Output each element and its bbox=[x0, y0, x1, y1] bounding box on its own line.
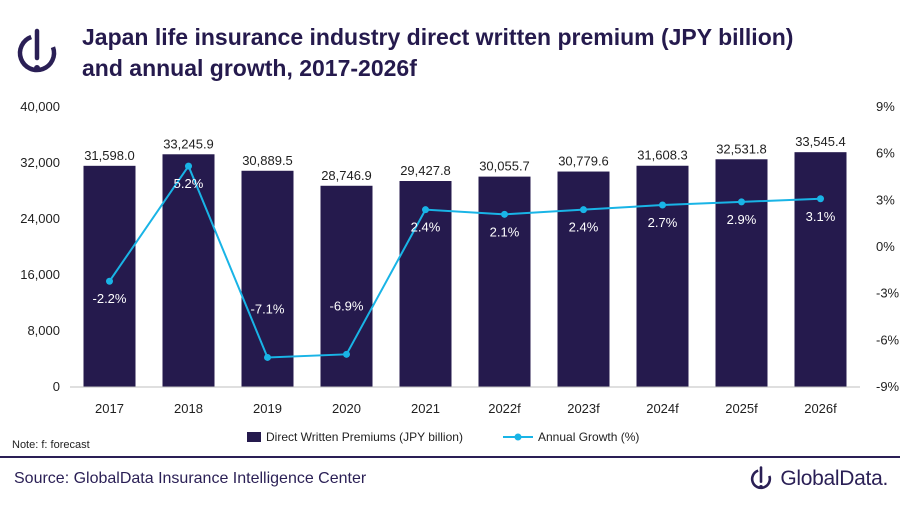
chart-title: Japan life insurance industry direct wri… bbox=[82, 22, 892, 84]
bar-2021 bbox=[399, 181, 452, 387]
chart-area: 31,598.0 33,245.9 30,889.5 28,746.9 29,427.8… bbox=[20, 99, 899, 444]
growth-value-label: 2.4% bbox=[411, 220, 441, 235]
growth-point-2025f bbox=[738, 198, 745, 206]
x-tick-label: 2024f bbox=[646, 401, 679, 416]
bar-data-labels: 31,598.0 33,245.9 30,889.5 28,746.9 29,427.8… bbox=[84, 134, 846, 183]
forecast-note: Note: f: forecast bbox=[12, 439, 90, 451]
legend-bar-swatch bbox=[247, 432, 261, 442]
y-right-tick-label: 0% bbox=[876, 239, 895, 254]
bar-value-label: 31,598.0 bbox=[84, 148, 135, 163]
legend-line-label: Annual Growth (%) bbox=[538, 430, 639, 444]
globaldata-logo-icon bbox=[17, 28, 57, 73]
growth-point-2017 bbox=[106, 277, 113, 285]
y-left-tick-label: 8,000 bbox=[27, 323, 60, 338]
bar-value-label: 31,608.3 bbox=[637, 148, 688, 163]
y-left-tick-label: 0 bbox=[53, 379, 60, 394]
source-text: Source: GlobalData Insurance Intelligenc… bbox=[14, 470, 367, 487]
growth-point-2022f bbox=[501, 210, 508, 218]
bar-2017 bbox=[83, 165, 136, 387]
legend-line-marker bbox=[514, 433, 522, 441]
globaldata-brand-icon bbox=[751, 466, 772, 490]
x-tick-label: 2023f bbox=[567, 401, 600, 416]
bar-2024f bbox=[636, 165, 689, 387]
bar-value-label: 30,055.7 bbox=[479, 159, 530, 174]
x-tick-label: 2017 bbox=[95, 401, 124, 416]
x-tick-label: 2022f bbox=[488, 401, 521, 416]
x-tick-label: 2018 bbox=[174, 401, 203, 416]
y-left-tick-label: 24,000 bbox=[20, 211, 60, 226]
y-right-tick-label: -6% bbox=[876, 332, 900, 347]
growth-line-series bbox=[106, 162, 824, 361]
growth-value-label: 2.1% bbox=[490, 224, 520, 239]
bars-series bbox=[83, 152, 847, 387]
y-right-tick-label: -3% bbox=[876, 286, 900, 301]
growth-point-2020 bbox=[343, 350, 350, 358]
growth-point-2023f bbox=[580, 206, 587, 214]
y-left-tick-label: 16,000 bbox=[20, 267, 60, 282]
growth-point-2021 bbox=[422, 206, 429, 214]
x-tick-label: 2025f bbox=[725, 401, 758, 416]
bar-2019 bbox=[241, 170, 294, 387]
bar-value-label: 33,545.4 bbox=[795, 134, 846, 149]
growth-value-label: 2.4% bbox=[569, 220, 599, 235]
growth-value-label: -2.2% bbox=[93, 291, 127, 306]
growth-line bbox=[108, 164, 821, 359]
growth-value-label: 2.7% bbox=[648, 215, 678, 230]
y-right-tick-label: 9% bbox=[876, 99, 895, 114]
y-right-tick-label: 6% bbox=[876, 146, 895, 161]
growth-value-label: 2.9% bbox=[727, 212, 757, 227]
x-tick-label: 2026f bbox=[804, 401, 837, 416]
bar-value-label: 33,245.9 bbox=[163, 136, 214, 151]
bar-2023f bbox=[557, 171, 610, 387]
chart-legend: Direct Written Premiums (JPY billion) Ann… bbox=[247, 430, 639, 444]
growth-point-2018 bbox=[185, 162, 192, 170]
y-right-tick-label: 3% bbox=[876, 192, 895, 207]
bar-value-label: 30,779.6 bbox=[558, 154, 609, 169]
growth-value-label: 5.2% bbox=[174, 176, 204, 191]
bar-2026f bbox=[794, 152, 847, 387]
x-tick-label: 2020 bbox=[332, 401, 361, 416]
chart-axes: 0 8,000 16,000 24,000 32,000 40,000 -9% -6% -3% 0… bbox=[20, 99, 899, 416]
legend-bar-label: Direct Written Premiums (JPY billion) bbox=[266, 430, 463, 444]
growth-value-label: -7.1% bbox=[251, 301, 285, 316]
bar-2025f bbox=[715, 159, 768, 387]
brand-logo: GlobalData. bbox=[748, 466, 888, 492]
y-left-tick-label: 40,000 bbox=[20, 99, 60, 114]
growth-point-2026f bbox=[817, 195, 824, 203]
brand-name: GlobalData. bbox=[780, 467, 888, 490]
bar-value-label: 30,889.5 bbox=[242, 153, 293, 168]
y-left-tick-label: 32,000 bbox=[20, 155, 60, 170]
bar-value-label: 29,427.8 bbox=[400, 163, 451, 178]
growth-value-label: 3.1% bbox=[806, 209, 836, 224]
bar-2022f bbox=[478, 176, 531, 387]
y-right-tick-label: -9% bbox=[876, 379, 900, 394]
growth-point-2024f bbox=[659, 201, 666, 209]
chart-title-line-1: Japan life insurance industry direct wri… bbox=[82, 24, 794, 50]
bar-value-label: 32,531.8 bbox=[716, 141, 767, 156]
x-tick-label: 2019 bbox=[253, 401, 282, 416]
footer-divider bbox=[0, 456, 900, 458]
growth-value-label: -6.9% bbox=[330, 298, 364, 313]
x-tick-label: 2021 bbox=[411, 401, 440, 416]
growth-data-labels: -2.2% 5.2% -7.1% -6.9% 2.4% 2.1% 2.4% 2.7% 2.9% 3… bbox=[93, 176, 836, 316]
bar-value-label: 28,746.9 bbox=[321, 168, 372, 183]
growth-point-2019 bbox=[264, 353, 271, 361]
chart-title-line-2: and annual growth, 2017-2026f bbox=[82, 55, 417, 81]
